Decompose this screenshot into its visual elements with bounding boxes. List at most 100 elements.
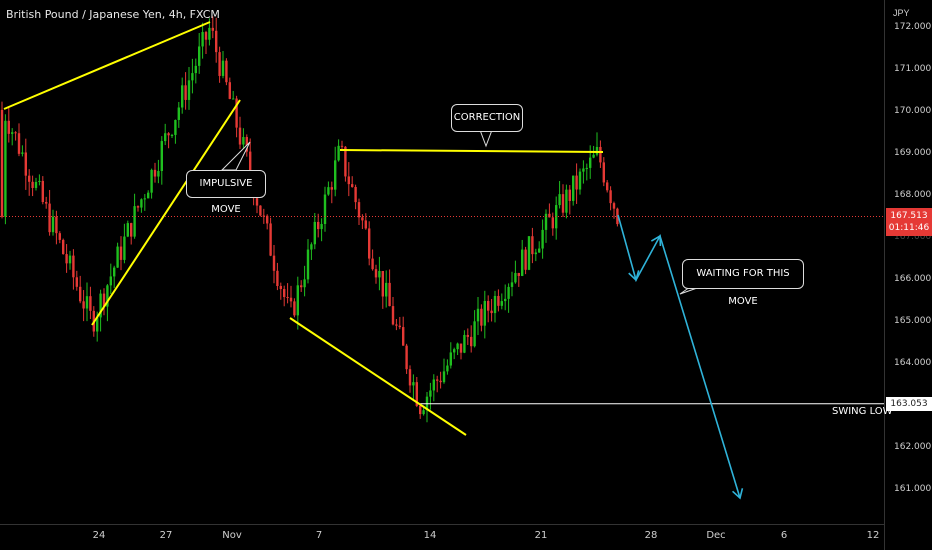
candle-body: [17, 133, 21, 154]
price-tick: 161.000: [894, 484, 932, 494]
candle-body: [612, 203, 616, 209]
candle-body: [517, 273, 520, 276]
candle-body: [62, 239, 65, 255]
candle-body: [31, 181, 34, 188]
impulsive-move-text: IMPULSIVE MOVE: [199, 178, 253, 215]
candle-body: [72, 255, 75, 278]
projection-arrowhead-1: [628, 270, 640, 282]
projection-arrowhead-2: [650, 234, 662, 247]
candle-body: [41, 180, 44, 203]
trendline-upper[interactable]: [3, 21, 211, 110]
candle-body: [191, 73, 194, 81]
candle-body: [225, 60, 228, 83]
candle-body: [310, 244, 313, 250]
candle-body: [347, 176, 350, 185]
candle-body: [45, 202, 48, 204]
candle-body: [398, 325, 401, 328]
candle-body: [402, 327, 405, 346]
candle-body: [262, 215, 265, 217]
candle-body: [337, 145, 340, 161]
time-tick: 6: [780, 530, 788, 541]
candle-body: [11, 132, 14, 134]
candle-body: [147, 192, 150, 199]
candle-body: [449, 352, 452, 366]
candle-body: [126, 223, 129, 237]
price-chart[interactable]: [0, 0, 884, 524]
time-tick: 7: [315, 530, 323, 541]
candle-body: [422, 410, 425, 415]
correction-callout-pointer: [479, 129, 493, 148]
candle-body: [174, 119, 177, 135]
candle-body: [300, 285, 303, 288]
candle-body: [446, 365, 449, 372]
impulsive-move-callout[interactable]: IMPULSIVE MOVE: [186, 170, 266, 215]
candle-body: [323, 194, 327, 225]
price-tick: 164.000: [894, 358, 932, 368]
projection-path[interactable]: [617, 214, 741, 499]
candle-body: [459, 343, 463, 353]
candle-body: [150, 169, 153, 193]
candle-body: [432, 379, 435, 391]
candle-body: [160, 141, 163, 172]
candle-body: [34, 181, 38, 188]
candle-body: [538, 248, 541, 253]
candle-body: [419, 405, 422, 415]
candle-body: [466, 334, 469, 337]
waiting-move-callout[interactable]: WAITING FOR THIS MOVE: [682, 259, 804, 307]
candle-body: [58, 233, 61, 240]
current-price-value: 167.513: [890, 211, 928, 221]
candle-body: [208, 27, 211, 40]
time-tick: Nov: [222, 530, 242, 541]
drawing-layer: [0, 21, 884, 500]
candle-body: [371, 258, 374, 270]
candle-body: [96, 317, 99, 332]
time-tick: 12: [866, 530, 880, 541]
candle-body: [504, 298, 507, 302]
trendline-lower[interactable]: [289, 317, 467, 436]
candle-body: [167, 133, 170, 136]
candle-body: [177, 107, 180, 120]
candle-body: [381, 270, 384, 297]
candle-body: [483, 300, 486, 326]
candle-body: [79, 286, 82, 302]
candle-body: [374, 269, 378, 278]
candle-body: [85, 296, 89, 309]
candle-body: [429, 390, 432, 397]
candle-body: [534, 252, 537, 255]
candle-body: [184, 85, 187, 100]
candle-body: [521, 249, 524, 276]
candle-body: [113, 267, 116, 277]
candle-body: [293, 301, 296, 316]
trendline-correction[interactable]: [339, 149, 604, 153]
price-tick: 168.000: [894, 190, 932, 200]
price-tick: 170.000: [894, 106, 932, 116]
chart-title: British Pound / Japanese Yen, 4h, FXCM: [6, 8, 220, 21]
candle-body: [296, 285, 299, 316]
candle-body: [439, 380, 442, 383]
time-tick: 28: [644, 530, 658, 541]
candle-body: [500, 301, 503, 306]
price-tick: 165.000: [894, 316, 932, 326]
trendline-impulse[interactable]: [91, 99, 241, 326]
candle-body: [357, 202, 361, 218]
candle-body: [548, 213, 551, 218]
candle-body: [408, 369, 412, 386]
candle-body: [442, 371, 446, 383]
candle-body: [405, 345, 408, 370]
candle-body: [391, 306, 395, 325]
correction-callout[interactable]: CORRECTION: [451, 104, 523, 132]
candle-body: [599, 146, 602, 163]
candle-body: [541, 229, 544, 249]
candle-body: [595, 146, 599, 155]
candle-body: [157, 171, 160, 177]
candle-body: [334, 160, 337, 190]
candle-body: [4, 120, 7, 217]
candle-body: [198, 46, 201, 66]
candle-body: [28, 175, 31, 182]
waiting-move-text: WAITING FOR THIS MOVE: [696, 268, 790, 307]
candle-body: [75, 277, 78, 287]
candle-body: [218, 52, 221, 76]
candle-body: [164, 133, 167, 142]
candle-body: [133, 206, 136, 237]
